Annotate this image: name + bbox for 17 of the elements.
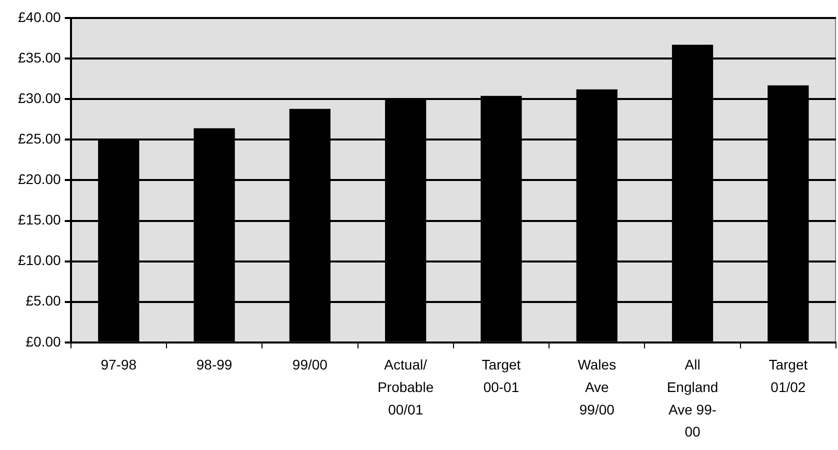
y-tick-label: £35.00 [18,49,62,66]
y-tick-label: £0.00 [26,333,62,350]
y-tick-label: £20.00 [18,171,62,188]
x-tick-label: 98-99 [196,356,232,372]
x-tick-label: Target 00-01 [482,356,521,395]
x-tick-label: Wales Ave 99/00 [578,356,616,418]
y-tick-label: £25.00 [18,130,62,147]
x-tick-label: All England Ave 99-00 [666,356,718,440]
x-tick-label: 99/00 [292,356,328,372]
y-tick-label: £30.00 [18,90,62,106]
x-tick-label: Actual/ Probable 00/01 [378,356,434,418]
y-tick-label: £10.00 [18,252,62,268]
y-tick-label: £15.00 [18,212,62,228]
y-tick-label: £5.00 [26,292,62,309]
x-tick-label: 97-98 [100,356,137,372]
y-tick-label: £40.00 [18,8,62,25]
x-tick-label: Target 01/02 [768,356,808,395]
